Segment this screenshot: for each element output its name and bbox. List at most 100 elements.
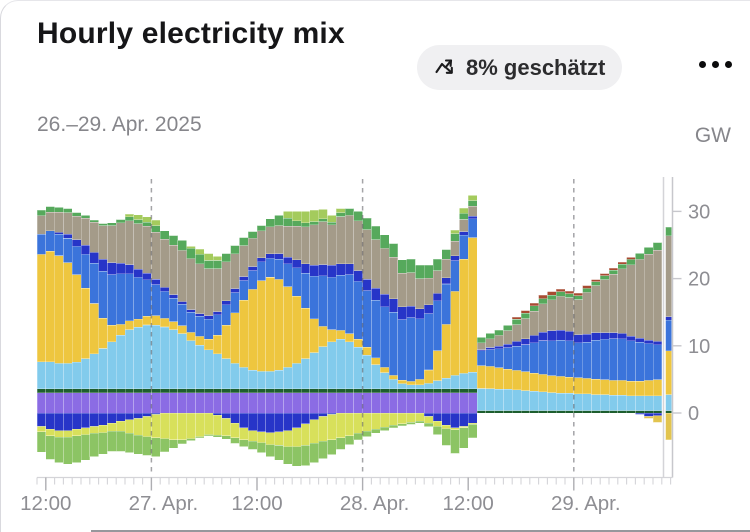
bar-segment — [98, 424, 108, 433]
bar-segment — [573, 410, 583, 414]
bar-segment — [256, 388, 267, 394]
bar-segment — [115, 334, 126, 390]
bar-segment — [415, 388, 425, 394]
bar-segment — [362, 388, 372, 394]
bar-segment — [397, 272, 407, 308]
bar-segment — [555, 410, 566, 414]
bar-segment — [573, 292, 583, 296]
bar-segment — [221, 358, 231, 390]
bar-segment — [520, 338, 531, 345]
bar-segment — [441, 377, 451, 390]
bar-segment — [608, 332, 619, 339]
bar-segment — [300, 423, 311, 446]
more-menu-button[interactable] — [699, 61, 732, 68]
bar-segment — [203, 392, 214, 414]
bar-segment — [71, 239, 82, 247]
bar-segment — [80, 427, 91, 435]
bar-segment — [133, 412, 143, 419]
bar-segment — [133, 214, 143, 220]
bar-segment — [379, 392, 390, 414]
bar-segment — [432, 420, 443, 427]
bar-segment — [608, 380, 619, 396]
bar-segment — [186, 309, 196, 313]
bar-segment — [564, 376, 575, 394]
bar-segment — [195, 313, 205, 317]
bar-segment — [300, 226, 311, 265]
bar-segment — [362, 354, 372, 390]
bar-segment — [71, 361, 82, 390]
bar-segment — [617, 263, 627, 270]
bar-segment — [239, 412, 249, 429]
bottom-separator — [91, 530, 750, 532]
bar-segment — [168, 392, 179, 414]
bar-segment — [643, 412, 654, 417]
bar-segment — [617, 394, 627, 411]
bar-segment — [441, 324, 451, 379]
bar-segment — [371, 357, 381, 365]
bar-segment — [318, 412, 328, 417]
bar-segment — [362, 290, 372, 348]
x-tick-label: 29. Apr. — [551, 492, 621, 515]
bar-segment — [45, 211, 55, 232]
bar-segment — [652, 410, 663, 414]
x-tick-label: 28. Apr. — [340, 492, 410, 515]
bar-segment — [151, 279, 161, 285]
bar-segment — [335, 208, 346, 213]
estimated-badge[interactable]: 8% geschätzt — [417, 45, 623, 90]
bar-segment — [89, 432, 99, 457]
bar-segment — [665, 316, 672, 321]
bar-segment — [115, 420, 126, 432]
bar-segment — [203, 338, 214, 351]
bar-segment — [626, 335, 636, 342]
bar-segment — [230, 292, 240, 314]
bar-segment — [423, 392, 434, 414]
bar-segment — [36, 361, 47, 390]
bar-segment — [239, 439, 249, 447]
bar-segment — [626, 264, 636, 337]
bar-segment — [247, 266, 258, 271]
trend-zigzag-icon — [434, 56, 457, 79]
bar-segment — [195, 336, 205, 346]
bar-segment — [511, 324, 522, 342]
bar-segment — [573, 342, 583, 378]
bar-segment — [239, 299, 249, 368]
bar-segment — [212, 268, 223, 312]
bar-segment — [318, 221, 328, 265]
bar-segment — [406, 272, 416, 307]
bar-segment — [494, 410, 504, 414]
bar-segment — [107, 262, 117, 275]
bar-segment — [291, 427, 302, 447]
bar-segment — [344, 208, 355, 216]
bar-segment — [89, 412, 99, 427]
bar-segment — [133, 418, 143, 436]
bar-segment — [511, 345, 522, 371]
bar-segment — [520, 318, 531, 340]
bar-segment — [665, 319, 672, 352]
bar-segment — [415, 264, 425, 279]
bar-segment — [362, 392, 372, 414]
bar-segment — [124, 388, 135, 394]
bar-segment — [423, 388, 434, 394]
bar-segment — [80, 217, 91, 246]
bar-segment — [230, 422, 240, 439]
bar-segment — [98, 270, 108, 319]
bar-segment — [555, 329, 566, 341]
bar-segment — [159, 392, 170, 414]
bar-segment — [582, 410, 592, 414]
bar-segment — [283, 430, 293, 447]
bar-segment — [608, 269, 619, 275]
bar-segment — [239, 280, 249, 301]
bar-segment — [54, 436, 64, 463]
bar-segment — [617, 380, 627, 396]
bar-segment — [371, 299, 381, 359]
bar-segment — [388, 256, 399, 300]
bar-segment — [195, 388, 205, 394]
bar-segment — [665, 394, 672, 411]
bar-segment — [573, 393, 583, 411]
bar-segment — [327, 414, 337, 441]
bar-segment — [195, 344, 205, 390]
bar-segment — [335, 338, 346, 390]
bar-segment — [467, 215, 478, 220]
bar-segment — [608, 338, 619, 381]
